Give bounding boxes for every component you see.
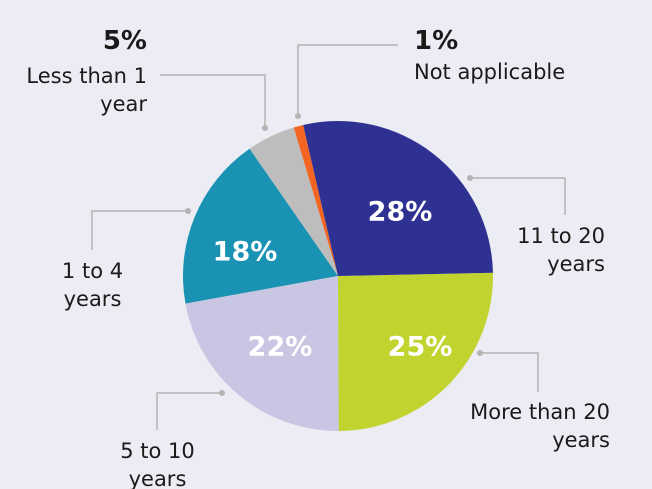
leader-line (480, 352, 539, 392)
pie-slice (303, 120, 493, 276)
leader-dot (295, 113, 301, 119)
leader-dot (467, 175, 473, 181)
value-label: 22% (247, 331, 313, 363)
pie-slice (293, 124, 338, 276)
category-label: Less than 1 year (26, 64, 147, 116)
value-label: 5% (102, 26, 147, 56)
leader-lines (91, 44, 566, 430)
category-label: 1 to 4 years (61, 259, 124, 311)
value-label: 28% (367, 196, 433, 228)
leader-dot (219, 390, 225, 396)
category-label: Not applicable (414, 60, 566, 84)
leader-line (91, 210, 188, 250)
category-label: 11 to 20 years (517, 224, 605, 276)
pie-slice (249, 127, 338, 277)
leader-dot (477, 350, 483, 356)
category-label: More than 20 years (470, 400, 610, 452)
category-label: 5 to 10 years (120, 439, 195, 489)
leader-line (160, 74, 266, 128)
pie-slice (183, 148, 338, 304)
value-label: 1% (414, 26, 459, 56)
value-label: 25% (387, 331, 453, 363)
leader-dot (262, 125, 268, 131)
leader-line (156, 392, 222, 430)
leader-line (297, 44, 398, 116)
leader-dot (185, 208, 191, 214)
pie-slice (338, 272, 494, 431)
leader-line (470, 177, 566, 215)
value-label: 18% (212, 236, 278, 268)
pie-slice (185, 276, 339, 431)
